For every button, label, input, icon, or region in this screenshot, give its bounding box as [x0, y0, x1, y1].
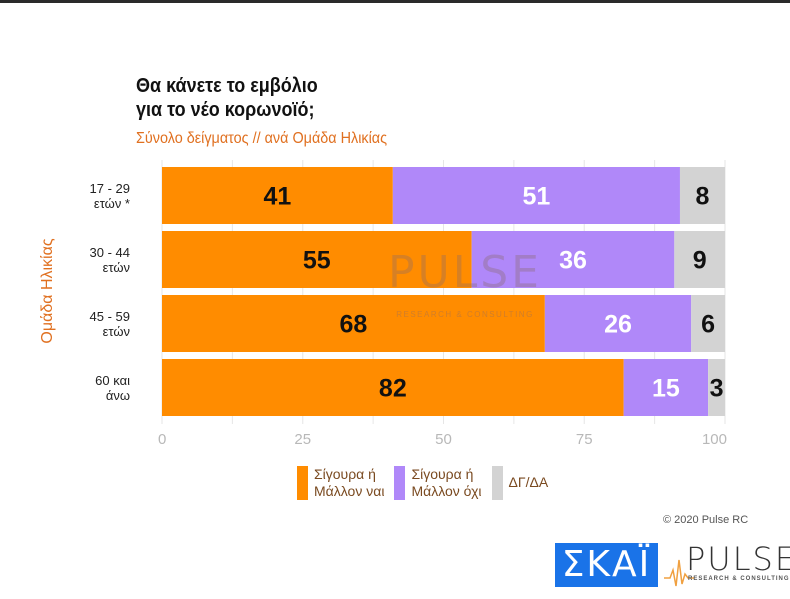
- legend-label: Σίγουρα ή Μάλλον όχι: [411, 466, 482, 499]
- data-label: 8: [696, 183, 710, 211]
- data-label: 3: [710, 375, 724, 403]
- watermark-word: PULSE: [388, 247, 542, 298]
- bar-segment: [162, 359, 624, 416]
- bar-segment: [679, 167, 725, 224]
- pulse-wave-icon: [664, 559, 694, 587]
- bar-segment: [471, 231, 675, 288]
- category-label: 45 - 59 ετών: [40, 309, 130, 339]
- data-label: 68: [340, 311, 368, 339]
- legend-label: Σίγουρα ή Μάλλον ναι: [314, 466, 385, 499]
- skai-logo: ΣΚΑΪ: [555, 543, 658, 587]
- bar-segment: [162, 231, 472, 288]
- category-label-line: ετών: [102, 323, 130, 339]
- bar-segment: [708, 359, 725, 416]
- x-tick-label: 0: [158, 431, 166, 448]
- x-tick-label: 75: [576, 431, 593, 448]
- x-tick-label: 25: [294, 431, 311, 448]
- data-label: 6: [701, 311, 715, 339]
- bar-segment: [392, 167, 680, 224]
- title-line-1: Θα κάνετε το εμβόλιο: [136, 75, 318, 97]
- bar-segment: [674, 231, 725, 288]
- data-label: 36: [559, 247, 587, 275]
- category-label: 17 - 29 ετών *: [40, 181, 130, 211]
- legend-item: ΔΓ/ΔΑ: [491, 466, 549, 500]
- pulse-logo: PULSE RESEARCH & CONSULTING: [664, 540, 790, 590]
- category-label-line: ετών *: [93, 195, 130, 211]
- copyright: © 2020 Pulse RC: [663, 514, 749, 526]
- category-label-line: ετών: [102, 259, 130, 275]
- category-label-line: 30 - 44: [89, 244, 130, 260]
- legend-swatch: [394, 466, 406, 500]
- data-label: 15: [652, 375, 680, 403]
- bar-segment: [162, 295, 545, 352]
- x-tick-label: 100: [702, 431, 727, 448]
- category-label-line: 17 - 29: [89, 180, 130, 196]
- category-label-line: 60 και: [95, 372, 130, 388]
- bar-segment: [623, 359, 709, 416]
- bar-segment: [544, 295, 692, 352]
- bar-segment: [162, 167, 393, 224]
- legend: Σίγουρα ή Μάλλον ναι Σίγουρα ή Μάλλον όχι ΔΓ…: [297, 466, 548, 500]
- watermark-sub: RESEARCH & CONSULTING: [396, 310, 534, 319]
- chart-title: Θα κάνετε το εμβόλιο για το νέο κορωνοϊό…: [136, 74, 318, 122]
- data-label: 82: [379, 375, 407, 403]
- legend-swatch: [491, 466, 503, 500]
- top-strip: [0, 0, 790, 3]
- chart-subtitle: Σύνολο δείγματος // ανά Ομάδα Ηλικίας: [136, 130, 388, 147]
- category-label-line: 45 - 59: [89, 308, 130, 324]
- data-label: 9: [693, 247, 707, 275]
- x-tick-label: 50: [435, 431, 452, 448]
- data-label: 55: [303, 247, 331, 275]
- category-label: 60 και άνω: [40, 373, 130, 403]
- legend-swatch: [297, 466, 308, 500]
- title-line-2: για το νέο κορωνοϊό;: [136, 99, 315, 121]
- legend-label: ΔΓ/ΔΑ: [508, 474, 549, 490]
- legend-item: Σίγουρα ή Μάλλον όχι: [394, 466, 482, 500]
- data-label: 26: [604, 311, 632, 339]
- bar-segment: [691, 295, 725, 352]
- pulse-logo-word: PULSE: [686, 540, 790, 578]
- legend-item: Σίγουρα ή Μάλλον ναι: [297, 466, 384, 500]
- data-label: 41: [264, 183, 292, 211]
- category-label: 30 - 44 ετών: [40, 245, 130, 275]
- pulse-logo-sub: RESEARCH & CONSULTING: [688, 576, 790, 582]
- category-label-line: άνω: [105, 387, 130, 403]
- data-label: 51: [522, 183, 550, 211]
